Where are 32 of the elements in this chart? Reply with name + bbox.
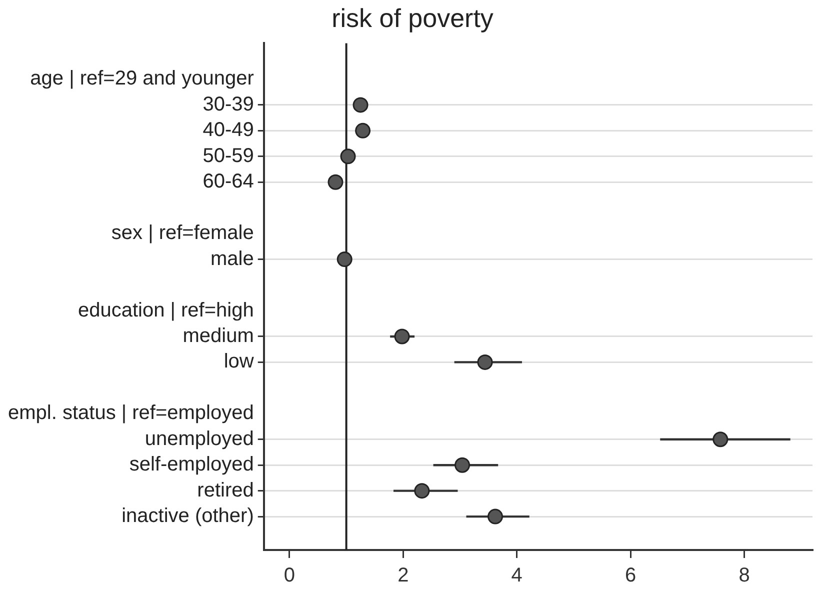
point (355, 122, 371, 138)
point (414, 483, 430, 499)
chart-title: risk of poverty (332, 2, 494, 33)
y-tick-label: empl. status | ref=employed (8, 402, 254, 424)
point (336, 252, 352, 268)
point (454, 457, 470, 473)
x-tick-label: 6 (625, 564, 636, 587)
point (488, 508, 504, 524)
y-tick-label: male (210, 248, 254, 270)
y-tick-label: self-employed (129, 454, 254, 476)
y-tick-label: unemployed (144, 428, 254, 450)
point (394, 328, 410, 344)
point (352, 97, 368, 113)
point (712, 432, 728, 448)
y-tick-label: inactive (other) (122, 505, 254, 528)
y-tick-label: medium (182, 324, 254, 347)
x-tick-label: 0 (284, 564, 296, 587)
y-tick-label: 30-39 (202, 93, 254, 116)
y-tick-label: 40-49 (202, 119, 254, 142)
point (340, 148, 356, 164)
y-tick-label: low (224, 350, 254, 373)
x-tick-label: 2 (398, 564, 409, 587)
y-tick-label: 60-64 (202, 170, 254, 193)
y-tick-label: education | ref=high (78, 299, 254, 322)
y-tick-label: 50-59 (202, 144, 254, 167)
point (477, 354, 493, 370)
y-tick-label: sex | ref=female (111, 222, 254, 244)
y-tick-label: retired (197, 479, 254, 502)
x-tick-label: 8 (738, 564, 750, 587)
x-tick-label: 4 (511, 564, 522, 587)
y-tick-label: age | ref=29 and younger (30, 68, 254, 90)
point (328, 174, 344, 190)
